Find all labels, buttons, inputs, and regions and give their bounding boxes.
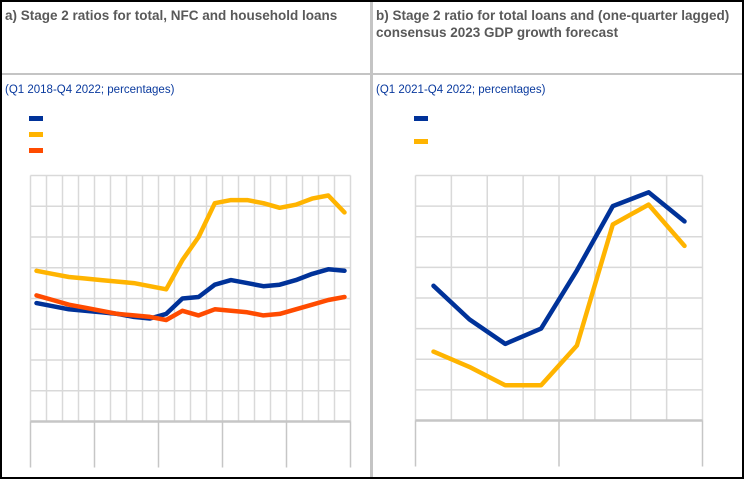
panel-a-title: a) Stage 2 ratios for total, NFC and hou… [5,8,338,23]
panel-b-title: b) Stage 2 ratio for total loans and (on… [376,8,730,40]
legend-swatch-orange-series [29,148,43,153]
series-line-blue-series [431,190,687,347]
panel-a-title-rule [2,73,370,75]
series-line-orange-series [34,293,347,323]
panel-a-legend [29,116,43,164]
panel-b-subtitle: (Q1 2021-Q4 2022; percentages) [376,84,546,96]
legend-swatch-yellow-series [414,139,428,144]
legend-swatch-blue-series [29,116,43,121]
series-line-blue-series [34,267,347,321]
panel-b-chart [414,174,704,467]
panel-a-subtitle: (Q1 2018-Q4 2022; percentages) [5,84,175,96]
panel-b: b) Stage 2 ratio for total loans and (on… [373,2,742,477]
series-line-yellow-series [34,193,347,292]
legend-swatch-yellow-series [29,132,43,137]
series-line-yellow-series [431,202,687,388]
panel-a: a) Stage 2 ratios for total, NFC and hou… [2,2,370,477]
panel-b-legend [414,116,428,162]
legend-swatch-blue-series [414,116,428,121]
panel-b-title-rule [373,73,742,75]
panel-divider [370,2,373,477]
panel-a-chart [29,174,352,468]
